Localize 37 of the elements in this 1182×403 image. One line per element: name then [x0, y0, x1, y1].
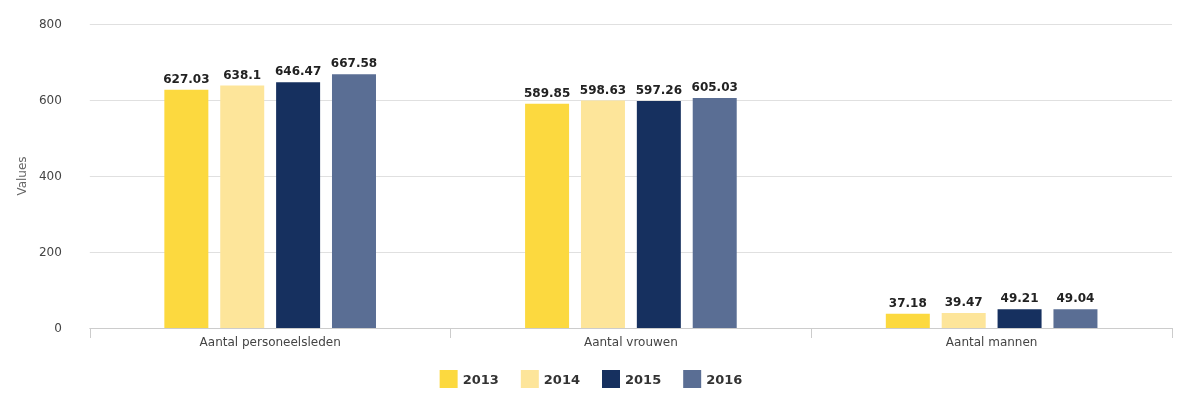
x-tick-label: Aantal mannen [945, 335, 1038, 349]
y-tick-label: 200 [38, 245, 62, 259]
data-label: 39.47 [944, 295, 983, 309]
bar [997, 309, 1042, 328]
data-label: 667.58 [330, 56, 378, 71]
legend-label: 2016 [706, 371, 743, 387]
bar [885, 313, 930, 328]
bar [1053, 309, 1098, 328]
data-label: 597.26 [635, 83, 682, 98]
y-tick-label: 400 [38, 169, 62, 183]
y-tick-label: 600 [38, 93, 62, 107]
bar [331, 74, 376, 328]
bar [525, 103, 570, 328]
y-axis-title: Values [15, 156, 29, 196]
data-label: 646.47 [274, 64, 322, 79]
legend-label: 2015 [625, 371, 662, 387]
x-tick-label: Aantal vrouwen [583, 335, 678, 349]
bar [220, 85, 265, 328]
data-label: 627.03 [163, 71, 210, 86]
bar [580, 100, 625, 328]
data-label: 605.03 [691, 80, 738, 95]
bar [692, 98, 737, 328]
data-label: 638.1 [223, 67, 262, 82]
bar [941, 313, 986, 328]
legend-label: 2013 [462, 371, 499, 387]
data-label: 49.21 [1000, 291, 1039, 306]
x-tick-label: Aantal personeelsleden [199, 335, 341, 349]
y-tick-label: 800 [38, 17, 62, 31]
bar [636, 101, 681, 328]
data-label: 598.63 [579, 82, 627, 97]
bar [164, 89, 209, 328]
y-tick-label: 0 [54, 321, 62, 335]
legend-label: 2014 [543, 371, 581, 387]
data-label: 37.18 [888, 295, 927, 310]
data-label: 589.85 [523, 85, 571, 100]
bar [276, 82, 321, 328]
data-label: 49.04 [1056, 291, 1095, 306]
